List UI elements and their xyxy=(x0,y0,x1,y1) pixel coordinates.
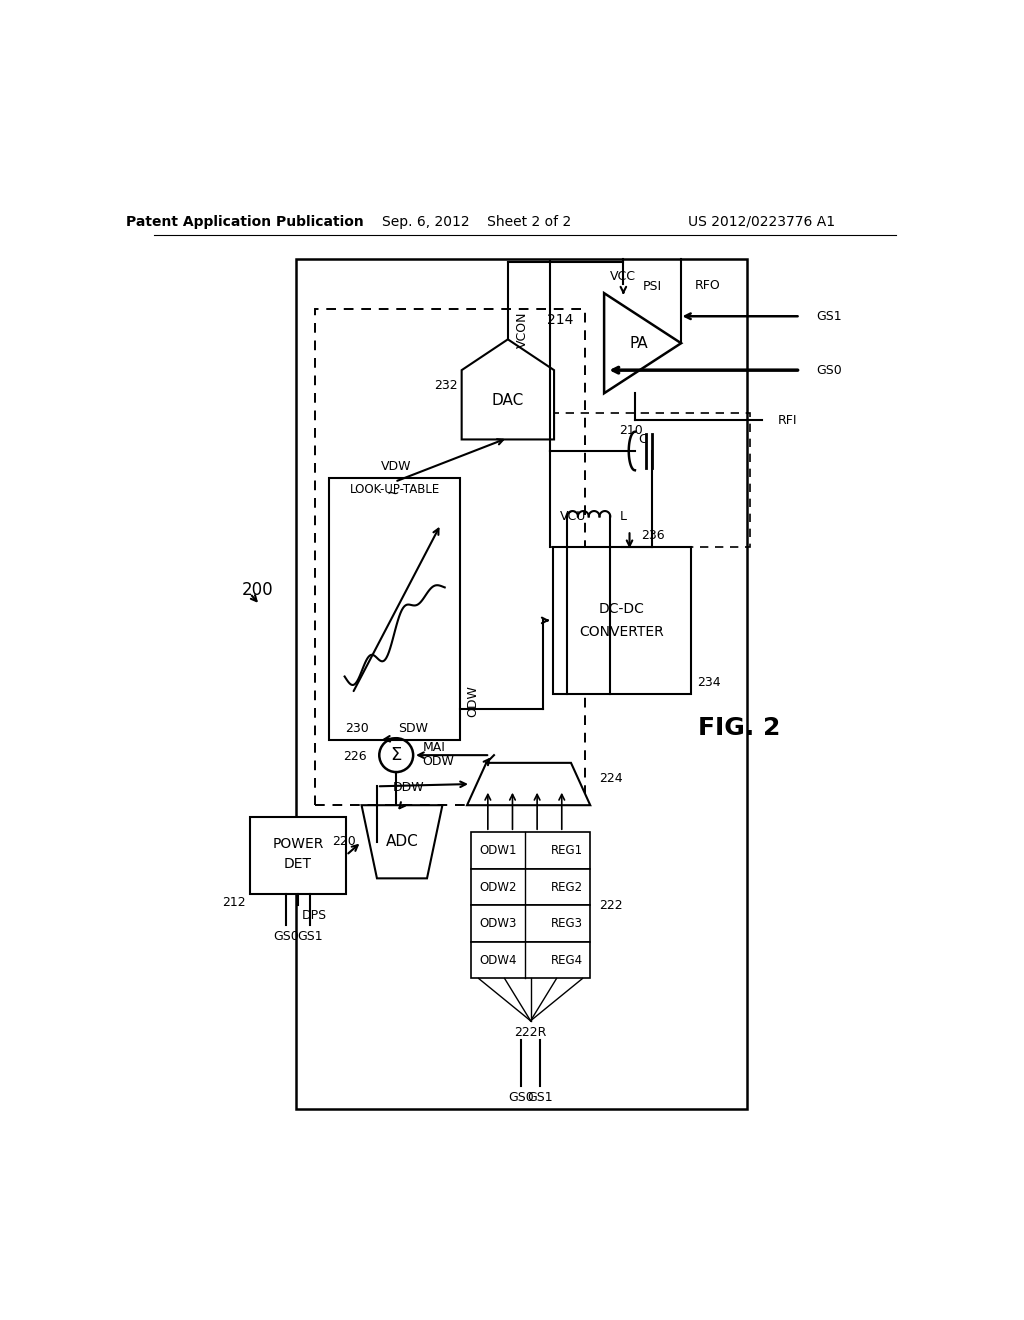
Text: RFI: RFI xyxy=(777,413,797,426)
Text: DDW: DDW xyxy=(392,781,424,795)
Text: SDW: SDW xyxy=(397,722,428,735)
Text: ODW3: ODW3 xyxy=(479,917,516,931)
Text: CONVERTER: CONVERTER xyxy=(580,624,665,639)
Bar xyxy=(471,832,590,869)
Text: PA: PA xyxy=(630,335,648,351)
Text: 232: 232 xyxy=(434,379,458,392)
Text: Patent Application Publication: Patent Application Publication xyxy=(126,215,364,228)
Text: GS1: GS1 xyxy=(816,310,842,323)
Text: 214: 214 xyxy=(547,313,573,327)
Bar xyxy=(296,259,746,1109)
Text: GS0: GS0 xyxy=(273,929,299,942)
Text: 210: 210 xyxy=(620,424,643,437)
Text: GS1: GS1 xyxy=(297,929,323,942)
Text: REG4: REG4 xyxy=(551,953,584,966)
Text: C: C xyxy=(638,433,647,446)
Text: US 2012/0223776 A1: US 2012/0223776 A1 xyxy=(688,215,836,228)
Text: 226: 226 xyxy=(343,750,367,763)
Text: ODW4: ODW4 xyxy=(479,953,516,966)
Text: 200: 200 xyxy=(243,581,273,598)
Text: 224: 224 xyxy=(599,772,624,785)
Bar xyxy=(250,817,346,894)
Text: 236: 236 xyxy=(641,529,665,543)
Text: DET: DET xyxy=(284,858,312,871)
Text: DAC: DAC xyxy=(492,393,524,408)
Polygon shape xyxy=(467,763,590,805)
Text: 222: 222 xyxy=(599,899,624,912)
Bar xyxy=(550,412,751,548)
Text: DPS: DPS xyxy=(302,908,327,921)
Polygon shape xyxy=(462,339,554,440)
Text: REG1: REG1 xyxy=(551,843,584,857)
Text: RFO: RFO xyxy=(695,279,721,292)
Text: POWER: POWER xyxy=(272,837,324,850)
Text: VDW: VDW xyxy=(381,459,412,473)
Bar xyxy=(330,478,460,739)
Text: ADC: ADC xyxy=(386,834,419,849)
Text: FIG. 2: FIG. 2 xyxy=(697,717,780,741)
Text: 222R: 222R xyxy=(514,1026,547,1039)
Text: MAI: MAI xyxy=(422,741,445,754)
Text: VCU: VCU xyxy=(559,510,586,523)
Text: PSI: PSI xyxy=(643,280,662,293)
Bar xyxy=(553,548,691,693)
Bar xyxy=(471,869,590,906)
Text: L: L xyxy=(620,510,627,523)
Text: ODW2: ODW2 xyxy=(479,880,516,894)
Polygon shape xyxy=(361,805,442,878)
Text: ODW: ODW xyxy=(422,755,455,768)
Text: ODW: ODW xyxy=(466,685,479,717)
Text: 212: 212 xyxy=(222,896,246,909)
Text: 220: 220 xyxy=(332,836,355,849)
Polygon shape xyxy=(604,293,681,393)
Text: GS0: GS0 xyxy=(509,1092,535,1105)
Bar xyxy=(471,942,590,978)
Text: LOOK-UP-TABLE: LOOK-UP-TABLE xyxy=(349,483,439,496)
Text: DC-DC: DC-DC xyxy=(599,602,645,616)
Text: GS0: GS0 xyxy=(816,363,842,376)
Text: 230: 230 xyxy=(345,722,370,735)
Bar xyxy=(471,906,590,942)
Text: VCC: VCC xyxy=(610,269,636,282)
Text: ~: ~ xyxy=(386,486,398,500)
Text: ODW1: ODW1 xyxy=(479,843,516,857)
Text: GS1: GS1 xyxy=(527,1092,553,1105)
Text: REG3: REG3 xyxy=(551,917,583,931)
Bar xyxy=(315,309,585,805)
Text: VCON: VCON xyxy=(515,312,528,348)
Text: 234: 234 xyxy=(697,676,721,689)
Text: REG2: REG2 xyxy=(551,880,584,894)
Text: Σ: Σ xyxy=(390,746,401,764)
Text: Sep. 6, 2012    Sheet 2 of 2: Sep. 6, 2012 Sheet 2 of 2 xyxy=(382,215,571,228)
